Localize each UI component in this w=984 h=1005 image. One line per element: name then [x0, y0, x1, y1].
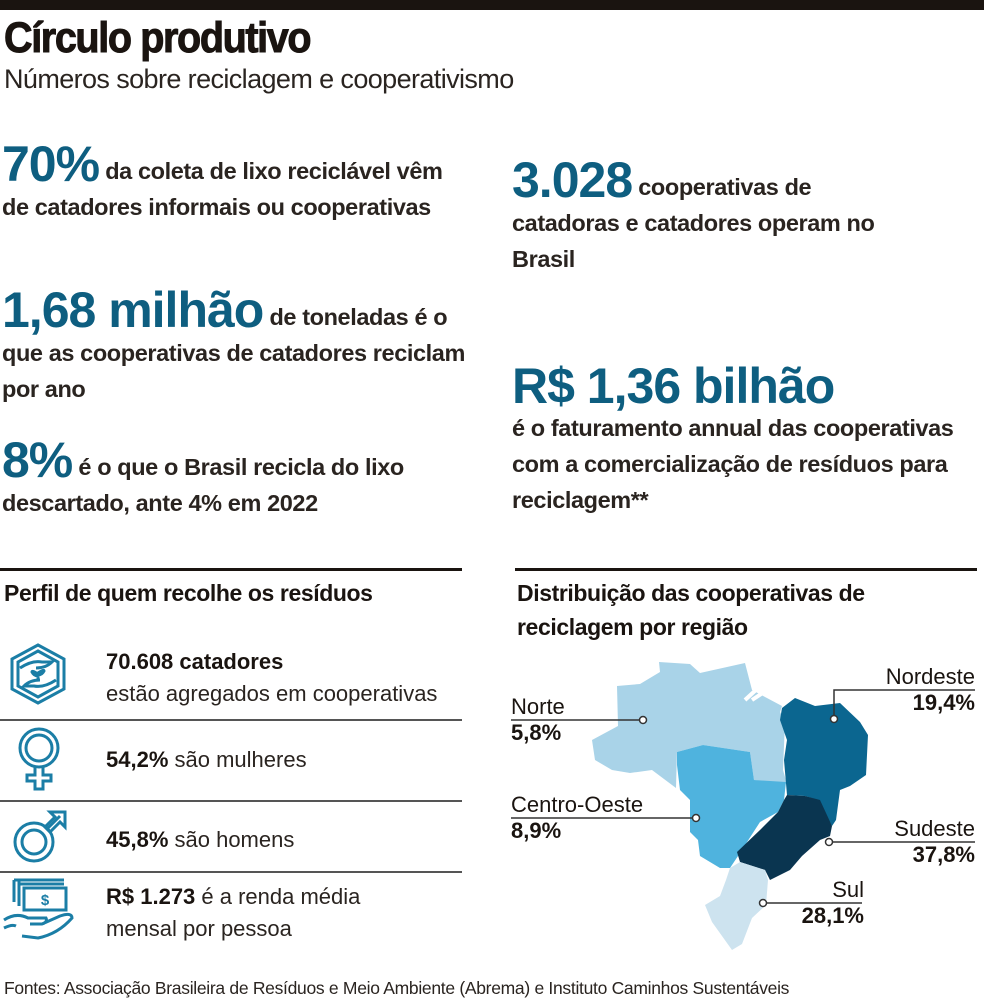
- stat-value: 1,68 milhão: [2, 282, 264, 338]
- region-sudeste: [737, 795, 832, 880]
- region-name: Norte: [511, 694, 565, 719]
- profile-item-bold: 54,2%: [106, 747, 169, 772]
- stat-value: 8%: [2, 432, 73, 488]
- marker-sudeste: [824, 837, 834, 847]
- profile-item-text: são homens: [168, 827, 295, 852]
- profile-item-women: 54,2% são mulheres: [106, 744, 307, 776]
- marker-sul: [758, 898, 768, 908]
- stat-text: de toneladas é o que as cooperativas de …: [2, 304, 465, 402]
- region-value: 5,8%: [511, 720, 562, 745]
- label-sudeste: Sudeste 37,8%: [894, 816, 975, 868]
- female-symbol-icon: [18, 727, 60, 791]
- region-name: Sul: [832, 877, 864, 902]
- stat-recycling-rate: 8% é o que o Brasil recicla do lixo desc…: [2, 435, 472, 521]
- stat-tonnes: 1,68 milhão de toneladas é o que as coop…: [2, 285, 472, 407]
- region-name: Nordeste: [885, 664, 975, 689]
- page-title: Círculo produtivo: [4, 14, 313, 63]
- stat-collection: 70% da coleta de lixo reciclável vêm de …: [2, 139, 472, 225]
- profile-item-income: R$ 1.273 é a renda média mensal por pess…: [106, 881, 406, 945]
- stat-text: da coleta de lixo reciclável vêm de cata…: [2, 158, 443, 220]
- divider: [0, 719, 462, 721]
- label-sul: Sul 28,1%: [802, 877, 864, 929]
- male-symbol-icon: [13, 810, 67, 863]
- region-name: Sudeste: [894, 816, 975, 841]
- stat-cooperatives: 3.028 cooperativas de catadoras e catado…: [512, 155, 912, 277]
- region-norte: [592, 662, 787, 788]
- section-rule: [0, 568, 462, 571]
- region-value: 28,1%: [801, 903, 864, 928]
- marker-centro-oeste: [691, 813, 701, 823]
- page-subtitle: Números sobre reciclagem e cooperativism…: [4, 64, 514, 94]
- profile-item-cooperated: 70.608 catadores estão agregados em coope…: [106, 646, 466, 710]
- top-bar: [0, 0, 984, 10]
- stat-text: é o faturamento annual das cooperativas …: [512, 415, 954, 513]
- region-value: 19,4%: [912, 690, 975, 715]
- marker-norte: [638, 715, 648, 725]
- profile-item-bold: 45,8%: [106, 827, 169, 852]
- divider: [0, 800, 462, 802]
- region-value: 8,9%: [511, 818, 562, 843]
- profile-item-men: 45,8% são homens: [106, 824, 294, 856]
- profile-item-text: estão agregados em cooperativas: [106, 681, 438, 706]
- section-rule: [515, 568, 977, 571]
- stat-value: R$ 1,36 bilhão: [512, 358, 835, 414]
- leader-line-nordeste: [833, 689, 975, 719]
- region-value: 37,8%: [912, 842, 975, 867]
- stat-revenue: R$ 1,36 bilhão é o faturamento annual das…: [512, 358, 972, 518]
- stat-text: cooperativas de catadoras e catadores op…: [512, 174, 875, 272]
- map-title: Distribuição das cooperativas de recicla…: [517, 580, 865, 640]
- profile-item-text: é a renda média mensal por pessoa: [106, 884, 361, 941]
- label-centro-oeste: Centro-Oeste 8,9%: [511, 792, 643, 844]
- stat-text: é o que o Brasil recicla do lixo descart…: [2, 454, 404, 516]
- marker-nordeste: [829, 714, 839, 724]
- stat-value: 70%: [2, 136, 100, 192]
- region-nordeste: [780, 698, 868, 826]
- label-nordeste: Nordeste 19,4%: [886, 664, 975, 716]
- region-name: Centro-Oeste: [511, 792, 644, 817]
- profile-title: Perfil de quem recolhe os resíduos: [4, 580, 373, 606]
- stat-value: 3.028: [512, 152, 633, 208]
- divider: [0, 871, 462, 873]
- profile-item-bold: 70.608 catadores: [106, 649, 284, 674]
- island-marajo: [743, 685, 772, 702]
- money-hand-icon: $: [3, 878, 74, 940]
- label-norte: Norte 5,8%: [511, 694, 565, 746]
- region-sul: [705, 862, 768, 950]
- region-centro-oeste: [677, 745, 786, 868]
- sources-footer: Fontes: Associação Brasileira de Resíduo…: [4, 978, 790, 998]
- profile-item-text: são mulheres: [168, 747, 307, 772]
- profile-item-bold: R$ 1.273: [106, 884, 196, 909]
- hands-plant-icon: [10, 643, 66, 705]
- svg-text:$: $: [41, 892, 50, 909]
